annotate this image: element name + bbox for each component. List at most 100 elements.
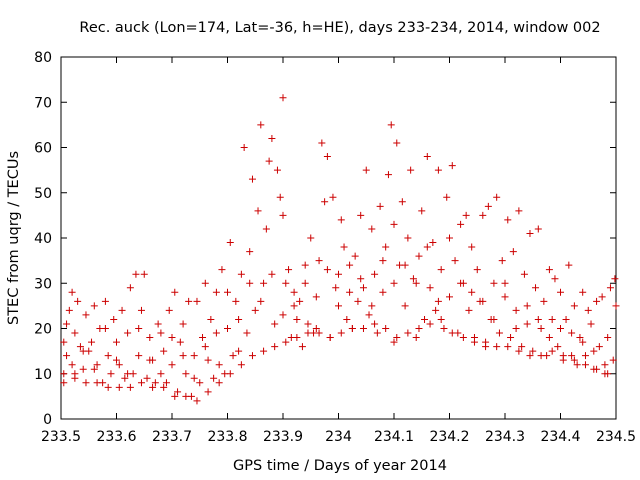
data-point <box>404 234 412 242</box>
data-point <box>71 370 79 378</box>
data-point <box>534 225 542 233</box>
data-point <box>532 284 540 292</box>
data-point <box>434 297 442 305</box>
data-point <box>124 329 132 337</box>
data-point <box>279 311 287 319</box>
data-point <box>212 329 220 337</box>
data-point <box>354 297 362 305</box>
data-point <box>260 279 268 287</box>
data-point <box>443 193 451 201</box>
data-point <box>437 315 445 323</box>
data-point <box>79 365 87 373</box>
data-point <box>157 370 165 378</box>
data-point <box>412 279 420 287</box>
data-point <box>579 288 587 296</box>
data-point <box>201 343 209 351</box>
data-point <box>101 325 109 332</box>
data-point <box>534 315 542 323</box>
data-point <box>421 315 429 323</box>
data-point <box>115 383 123 391</box>
data-point <box>113 356 120 364</box>
data-point <box>504 343 512 351</box>
data-point <box>93 379 101 387</box>
data-point <box>110 315 118 323</box>
y-tick-label: 0 <box>43 412 52 428</box>
data-point <box>218 266 226 274</box>
y-tick-label: 50 <box>34 186 52 202</box>
data-point <box>146 334 154 342</box>
data-point <box>562 315 570 323</box>
data-point <box>440 325 448 332</box>
data-point <box>470 338 478 346</box>
data-point <box>581 352 589 360</box>
x-tick-label: 233.7 <box>152 429 192 445</box>
data-point <box>432 306 440 314</box>
data-point <box>611 275 619 283</box>
data-point <box>137 379 145 387</box>
data-point <box>515 347 523 355</box>
data-point <box>301 261 309 269</box>
data-point <box>82 311 90 319</box>
data-point <box>190 352 198 360</box>
data-point <box>348 325 356 332</box>
data-point <box>290 288 298 296</box>
data-point <box>243 329 251 337</box>
data-point <box>520 270 528 278</box>
data-point <box>337 216 345 224</box>
data-point <box>343 315 351 323</box>
data-point <box>226 370 234 378</box>
data-point <box>593 365 601 373</box>
data-point <box>179 352 187 360</box>
data-point <box>74 297 82 305</box>
data-point <box>282 279 290 287</box>
data-point <box>515 207 523 215</box>
data-point <box>293 334 301 342</box>
data-point <box>451 257 459 265</box>
data-point <box>337 329 345 337</box>
data-points <box>60 94 620 405</box>
data-point <box>340 243 348 251</box>
data-point <box>434 166 442 174</box>
data-point <box>437 266 445 274</box>
data-point <box>545 266 553 274</box>
data-point <box>551 275 559 283</box>
data-point <box>323 153 331 161</box>
data-point <box>157 329 165 337</box>
data-point <box>584 306 592 314</box>
data-point <box>307 234 315 242</box>
data-point <box>193 397 201 405</box>
data-point <box>76 343 84 351</box>
data-point <box>429 239 437 247</box>
data-point <box>168 334 176 342</box>
data-point <box>604 370 612 378</box>
data-point <box>171 288 179 296</box>
data-point <box>182 370 190 378</box>
data-point <box>101 297 109 305</box>
data-point <box>490 315 498 323</box>
data-point <box>484 202 492 210</box>
data-point <box>165 306 173 314</box>
data-point <box>204 356 212 364</box>
data-point <box>537 352 545 360</box>
data-point <box>573 361 581 369</box>
data-point <box>126 284 134 292</box>
data-point <box>176 338 184 346</box>
data-point <box>196 379 204 387</box>
data-point <box>257 121 265 129</box>
data-point <box>168 361 176 369</box>
data-point <box>423 153 431 161</box>
data-point <box>224 325 231 332</box>
data-point <box>60 370 68 378</box>
y-axis-label: STEC from uqrg / TECUs <box>6 151 22 325</box>
data-point <box>457 220 465 228</box>
data-point <box>379 288 387 296</box>
data-point <box>193 297 201 305</box>
data-point <box>446 293 453 301</box>
y-tick-label: 40 <box>34 231 52 247</box>
data-point <box>149 383 157 391</box>
y-tick-label: 60 <box>34 141 52 157</box>
x-tick-label: 234.4 <box>540 429 580 445</box>
data-point <box>401 302 409 310</box>
data-point <box>523 302 531 310</box>
data-point <box>304 329 312 337</box>
